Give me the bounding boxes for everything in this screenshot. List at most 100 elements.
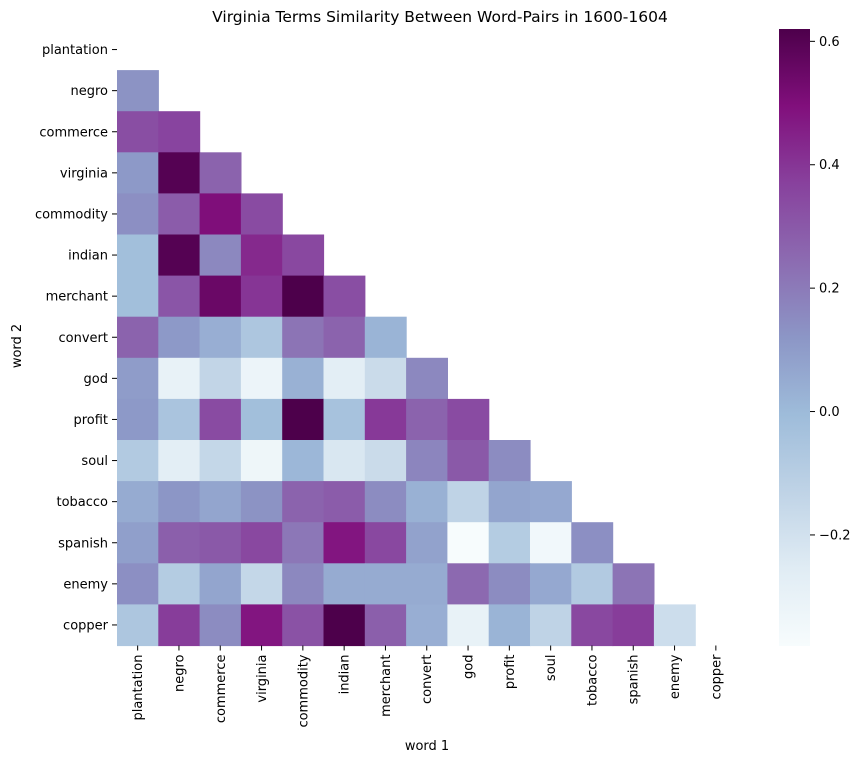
heatmap-cell bbox=[282, 275, 325, 318]
heatmap-cell bbox=[488, 522, 531, 564]
heatmap-cell bbox=[158, 357, 201, 400]
colorbar-tick-label: 0.4 bbox=[819, 158, 840, 173]
x-tick-label: indian bbox=[338, 655, 353, 695]
x-tick-label: convert bbox=[420, 655, 435, 704]
y-tick-label: indian bbox=[68, 249, 108, 264]
x-tick-label: profit bbox=[503, 655, 518, 690]
heatmap-cell bbox=[364, 357, 407, 400]
heatmap-cell bbox=[117, 357, 159, 400]
heatmap-cell bbox=[158, 563, 201, 605]
x-tick-label: soul bbox=[544, 655, 559, 682]
colorbar-tick-label: −0.2 bbox=[819, 528, 851, 543]
heatmap-cell bbox=[240, 604, 283, 647]
heatmap-cell bbox=[364, 563, 407, 605]
colorbar: 0.6 0.4 0.2 0.0 −0.2 bbox=[779, 29, 851, 646]
heatmap-cell bbox=[282, 440, 325, 482]
heatmap-cell bbox=[282, 234, 325, 277]
heatmap-cell bbox=[323, 481, 366, 523]
x-tick-label: commerce bbox=[214, 655, 229, 724]
heatmap-cell bbox=[406, 398, 448, 441]
heatmap-cell bbox=[117, 234, 159, 277]
heatmap-cell bbox=[571, 563, 614, 605]
heatmap-cell bbox=[406, 604, 448, 647]
heatmap-cell bbox=[282, 604, 325, 647]
colorbar-tick-label: 0.6 bbox=[819, 35, 840, 50]
heatmap-cell bbox=[240, 357, 283, 400]
heatmap-cell bbox=[653, 604, 696, 647]
heatmap-cell bbox=[323, 398, 366, 441]
y-tick-label: enemy bbox=[63, 577, 108, 592]
heatmap-cell bbox=[323, 604, 366, 647]
heatmap-cell bbox=[199, 193, 242, 236]
heatmap-cell bbox=[488, 440, 531, 482]
y-axis-ticks: plantation negro commerce virginia commodity… bbox=[35, 43, 117, 633]
heatmap-cell bbox=[530, 481, 572, 523]
chart-title: Virginia Terms Similarity Between Word-P… bbox=[212, 8, 668, 26]
x-tick-label: copper bbox=[709, 654, 724, 700]
heatmap-cell bbox=[199, 152, 242, 194]
heatmap-cell bbox=[612, 563, 655, 605]
heatmap-cell bbox=[364, 522, 407, 564]
heatmap-cell bbox=[612, 604, 655, 647]
heatmap-cell bbox=[240, 275, 283, 318]
heatmap-cell bbox=[447, 563, 490, 605]
heatmap-cell bbox=[158, 111, 201, 153]
heatmap-cell bbox=[240, 398, 283, 441]
heatmap-cell bbox=[364, 604, 407, 647]
y-tick-label: merchant bbox=[46, 290, 108, 305]
y-axis-label: word 2 bbox=[10, 324, 25, 368]
x-tick-label: negro bbox=[173, 654, 188, 692]
heatmap-cell bbox=[488, 563, 531, 605]
heatmap-cell bbox=[530, 522, 572, 564]
x-tick-label: plantation bbox=[131, 655, 146, 721]
heatmap-cell bbox=[447, 398, 490, 441]
y-tick-label: tobacco bbox=[56, 495, 108, 510]
heatmap-cell bbox=[199, 234, 242, 277]
heatmap-cell bbox=[364, 316, 407, 359]
heatmap-cells bbox=[117, 70, 696, 647]
x-axis-ticks: plantation negro commerce virginia commodity… bbox=[131, 645, 724, 728]
heatmap-cell bbox=[323, 275, 366, 318]
colorbar-gradient bbox=[779, 29, 810, 646]
x-axis-label: word 1 bbox=[405, 739, 449, 754]
heatmap-cell bbox=[282, 398, 325, 441]
heatmap-cell bbox=[323, 522, 366, 564]
heatmap-cell bbox=[240, 193, 283, 236]
heatmap-cell bbox=[117, 440, 159, 482]
heatmap-cell bbox=[488, 604, 531, 647]
heatmap-cell bbox=[117, 275, 159, 318]
heatmap-cell bbox=[158, 234, 201, 277]
colorbar-tick-label: 0.0 bbox=[819, 405, 840, 420]
heatmap-cell bbox=[488, 481, 531, 523]
y-tick-label: god bbox=[84, 372, 108, 387]
heatmap-cell bbox=[240, 481, 283, 523]
heatmap-cell bbox=[323, 563, 366, 605]
heatmap-cell bbox=[571, 522, 614, 564]
heatmap-cell bbox=[406, 522, 448, 564]
heatmap-cell bbox=[282, 316, 325, 359]
y-tick-label: plantation bbox=[42, 43, 108, 58]
x-tick-label: god bbox=[462, 655, 477, 679]
x-tick-label: enemy bbox=[668, 654, 683, 699]
heatmap-cell bbox=[158, 604, 201, 647]
heatmap-cell bbox=[158, 522, 201, 564]
heatmap-cell bbox=[117, 70, 159, 112]
heatmap-cell bbox=[447, 481, 490, 523]
heatmap-cell bbox=[117, 152, 159, 194]
heatmap-cell bbox=[199, 440, 242, 482]
x-tick-label: virginia bbox=[255, 655, 270, 703]
heatmap-cell bbox=[406, 481, 448, 523]
heatmap-cell bbox=[530, 563, 572, 605]
y-tick-label: soul bbox=[81, 454, 108, 469]
heatmap-cell bbox=[447, 604, 490, 647]
heatmap-cell bbox=[117, 604, 159, 647]
heatmap-cell bbox=[447, 522, 490, 564]
heatmap-cell bbox=[117, 111, 159, 153]
heatmap-cell bbox=[199, 398, 242, 441]
heatmap-cell bbox=[199, 563, 242, 605]
heatmap-cell bbox=[406, 563, 448, 605]
heatmap-cell bbox=[323, 316, 366, 359]
heatmap-cell bbox=[158, 275, 201, 318]
heatmap-cell bbox=[364, 398, 407, 441]
